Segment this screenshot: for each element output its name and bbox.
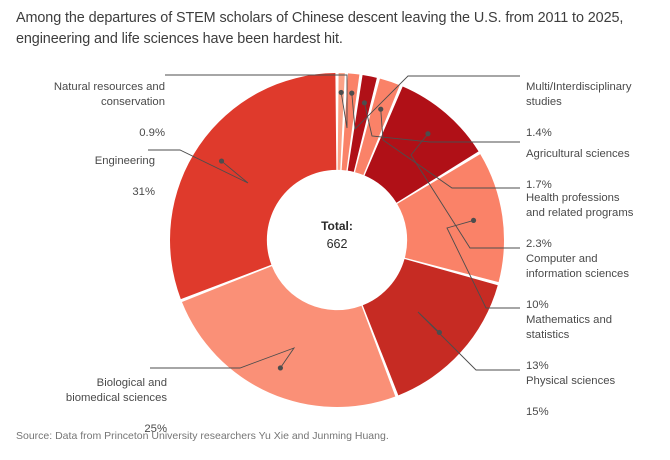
leader-dot (378, 106, 384, 112)
center-total: Total: 662 (277, 218, 397, 254)
donut-slice (341, 73, 360, 171)
label-mathematics-name: Mathematics and statistics (526, 313, 613, 342)
label-physical-sciences: Physical sciences 15% (526, 358, 668, 420)
label-mathematics-pct: 13% (526, 360, 549, 372)
label-natural-resources: Natural resources and conservation 0.9% (10, 64, 165, 142)
label-multi-interdisciplinary-name: Multi/Interdisciplinary studies (526, 80, 632, 109)
donut-slice (337, 73, 345, 170)
leader-dot (277, 365, 283, 371)
label-computer-information: Computer and information sciences 10% (526, 236, 668, 314)
label-health-professions-pct: 2.3% (526, 238, 552, 250)
label-engineering: Engineering 31% (10, 138, 155, 200)
leader-line (410, 133, 520, 249)
donut-slice (170, 73, 337, 300)
label-biological: Biological and biomedical sciences 25% (10, 360, 167, 438)
chart-source: Source: Data from Princeton University r… (16, 430, 389, 442)
label-agricultural: Agricultural sciences 1.7% (526, 131, 666, 193)
label-health-professions: Health professions and related programs … (526, 175, 668, 253)
leader-lines (148, 74, 520, 371)
center-total-value: 662 (326, 237, 348, 251)
leader-dot (218, 158, 225, 164)
donut-slices (170, 73, 505, 407)
label-physical-sciences-name: Physical sciences (526, 374, 616, 387)
donut-slice (181, 266, 396, 407)
leader-line (165, 74, 348, 129)
leader-line (363, 102, 520, 143)
label-agricultural-name: Agricultural sciences (526, 147, 630, 160)
leader-line (150, 347, 296, 369)
leader-line (417, 311, 520, 371)
label-agricultural-pct: 1.7% (526, 178, 552, 191)
label-engineering-name: Engineering (94, 154, 155, 167)
label-computer-information-pct: 10% (526, 299, 549, 311)
leader-line (351, 75, 520, 130)
label-health-professions-name: Health professions and related programs (526, 191, 634, 220)
donut-slice (355, 78, 400, 175)
label-natural-resources-name: Natural resources and conservation (53, 80, 165, 109)
chart-title: Among the departures of STEM scholars of… (16, 10, 624, 47)
label-multi-interdisciplinary-pct: 1.4% (526, 127, 552, 139)
leader-line (148, 149, 249, 184)
label-natural-resources-pct: 0.9% (139, 127, 165, 139)
label-biological-name: Biological and biomedical sciences (65, 376, 167, 405)
label-physical-sciences-pct: 15% (526, 405, 549, 418)
label-computer-information-name: Computer and information sciences (526, 252, 629, 281)
label-engineering-pct: 31% (132, 185, 155, 198)
leader-dot (338, 89, 344, 96)
donut-slice (364, 86, 479, 203)
label-biological-pct: 25% (144, 423, 167, 435)
label-mathematics: Mathematics and statistics 13% (526, 297, 668, 375)
leader-dot (361, 100, 368, 106)
center-total-label: Total: (321, 219, 353, 233)
label-multi-interdisciplinary: Multi/Interdisciplinary studies 1.4% (526, 64, 666, 142)
donut-slice (362, 258, 498, 396)
leader-dot (436, 329, 442, 336)
leader-dot (470, 217, 477, 224)
leader-dot (349, 90, 355, 96)
leader-line (446, 219, 520, 309)
leader-line (380, 109, 520, 189)
donut-slice (347, 74, 377, 172)
leader-dot (425, 131, 431, 137)
